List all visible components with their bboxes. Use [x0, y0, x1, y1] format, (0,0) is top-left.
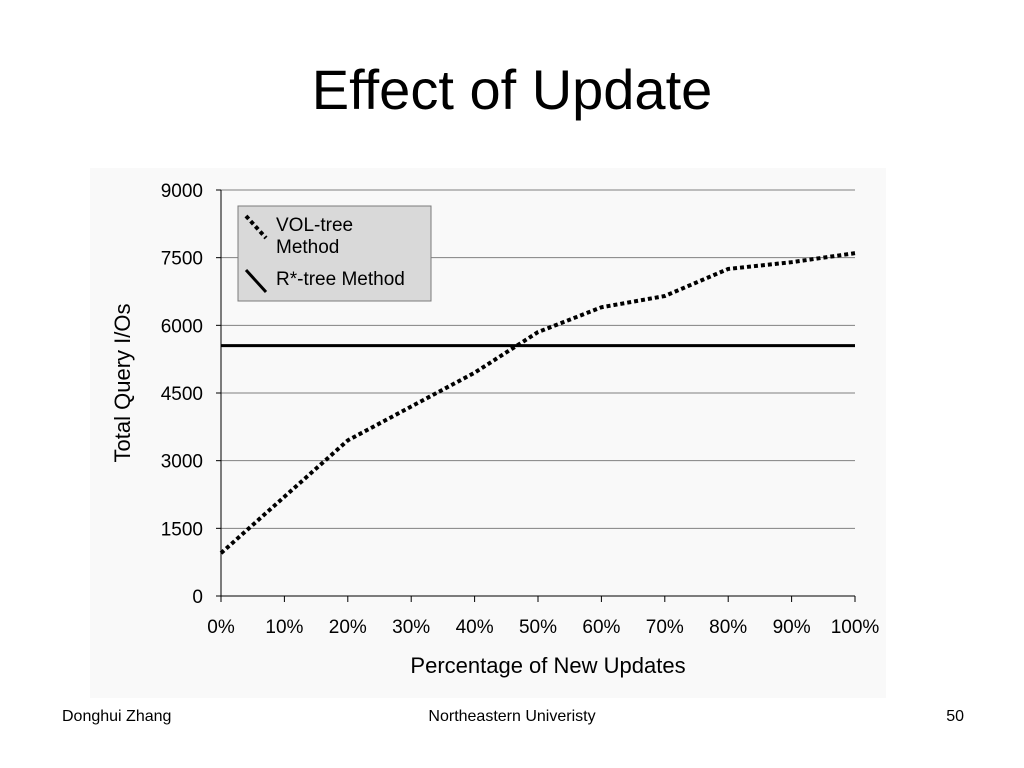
- x-tick-label: 90%: [773, 617, 811, 638]
- x-tick-label: 20%: [329, 617, 367, 638]
- y-tick-label: 1500: [161, 519, 203, 540]
- y-tick-label: 4500: [161, 384, 203, 405]
- x-tick-label: 0%: [207, 617, 235, 638]
- chart-panel: 0 1500 3000 4500 6000 7500 9000 0% 10% 20% 30% 40% 5…: [90, 168, 886, 698]
- x-tick-label: 100%: [831, 617, 880, 638]
- legend-label: VOL-tree: [276, 215, 353, 236]
- x-tick-label: 40%: [456, 617, 494, 638]
- legend-box: [237, 205, 432, 302]
- x-axis-title: Percentage of New Updates: [410, 653, 685, 678]
- legend-symbol: [244, 268, 268, 294]
- legend-symbol: [244, 214, 268, 240]
- y-tick-label: 0: [192, 587, 203, 608]
- legend-label: R*-tree Method: [276, 269, 405, 290]
- y-tick-label: 6000: [161, 316, 203, 337]
- footer-page-number: 50: [946, 708, 964, 725]
- y-axis-title: Total Query I/Os: [110, 304, 135, 463]
- line-chart: 0 1500 3000 4500 6000 7500 9000 0% 10% 20% 30% 40% 5…: [110, 181, 880, 678]
- footer-institution: Northeastern Univeristy: [428, 708, 596, 725]
- page-title: Effect of Update: [311, 58, 713, 121]
- y-tick-label: 3000: [161, 452, 203, 473]
- x-tick-label: 70%: [646, 617, 684, 638]
- x-tick-label: 60%: [582, 617, 620, 638]
- footer-author: Donghui Zhang: [62, 708, 172, 725]
- x-tick-label: 10%: [265, 617, 303, 638]
- series-line: [219, 251, 856, 555]
- x-tick-label: 50%: [519, 617, 557, 638]
- legend-label: Method: [276, 237, 339, 258]
- x-tick-label: 80%: [709, 617, 747, 638]
- x-tick-label: 30%: [392, 617, 430, 638]
- y-tick-label: 7500: [161, 249, 203, 270]
- y-tick-label: 9000: [161, 181, 203, 202]
